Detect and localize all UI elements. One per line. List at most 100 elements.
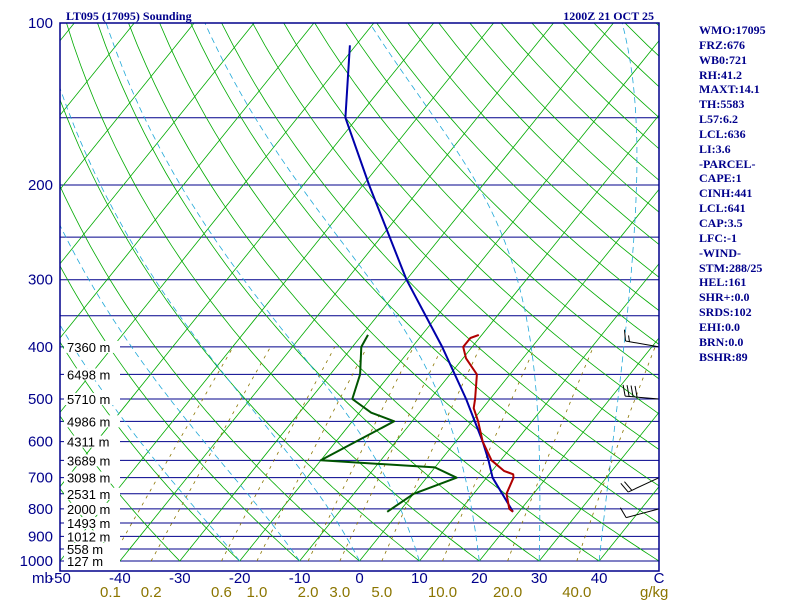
dry-adiabat [60,265,300,562]
dry-adiabat [283,23,659,415]
isotherm-line [478,337,659,562]
temperature-tick-label: 20 [471,570,488,587]
height-label: 1493 m [67,516,110,531]
dry-adiabat [60,415,181,562]
sounding-index: TH:5583 [699,97,745,112]
valid-time: 1200Z 21 OCT 25 [563,9,654,23]
wind-barb-staff [625,395,660,400]
pressure-tick-label: 900 [28,528,53,545]
wind-barb-feather [619,507,627,518]
height-label-background [64,517,120,530]
wind-barb-staff [625,340,660,348]
wind-barb-feather [620,483,629,493]
height-label-background [64,502,120,515]
mixing-ratio-unit: g/kg [640,584,668,600]
mixing-ratio-label: 1.0 [246,584,267,600]
sounding-index: EHI:0.0 [699,319,741,334]
wind-barb-feather [622,384,626,397]
height-label-background [64,487,120,500]
temperature-tick-label: -10 [289,570,311,587]
height-label: 4311 m [67,435,109,450]
height-label-background [64,471,120,484]
height-label: 2000 m [67,502,110,517]
pressure-tick-label: 500 [28,391,53,408]
pressure-tick-label: 200 [28,177,53,194]
height-label: 4986 m [67,414,110,429]
height-label: 3689 m [67,453,110,468]
parcel-trace [344,45,514,513]
height-label-background [64,393,120,406]
dry-adiabat [345,23,659,345]
plot-background [60,23,659,571]
sounding-index: HEL:161 [699,275,747,290]
wind-barb-feather [634,385,638,398]
sounding-index: SHR+:0.0 [699,290,750,305]
sounding-index: L57:6.2 [699,112,738,127]
pressure-tick-label: 300 [28,272,53,289]
sounding-index: SRDS:102 [699,305,752,320]
height-label: 1012 m [67,529,110,544]
pressure-tick-label: 600 [28,434,53,451]
height-label-background [64,543,120,556]
sounding-index: CAPE:1 [699,171,742,186]
sounding-index: STM:288/25 [699,260,763,275]
isotherm-line [179,23,614,562]
height-label: 127 m [67,554,103,569]
isotherm-line [538,411,659,562]
sounding-index: BRN:0.0 [699,334,744,349]
height-label: 558 m [67,542,103,557]
sounding-index: CINH:441 [699,186,753,201]
mixing-ratio-label: 40.0 [562,584,591,600]
dry-adiabat [60,185,360,562]
sounding-index: FRZ:676 [699,37,745,52]
dry-adiabat [66,23,480,562]
sounding-index: MAXT:14.1 [699,82,760,97]
moist-adiabat [60,224,300,562]
sounding-indices-panel: WMO:17095 FRZ:676 WB0:721 RH:41.2 MAXT:14.1 T… [699,23,766,364]
height-label-background [64,368,120,381]
isotherm-line [60,23,135,116]
pressure-tick-label: 700 [28,470,53,487]
sounding-index: LCL:636 [699,126,746,141]
height-label: 6498 m [67,367,110,382]
height-label-background [64,555,120,567]
sounding-index: WB0:721 [699,52,747,67]
isotherm-line [60,23,315,339]
wind-barb-feather [626,385,630,397]
dry-adiabat [190,23,659,524]
mixing-ratio-label: 10.0 [428,584,457,600]
dewpoint-trace [319,334,458,513]
isotherm-line [60,23,375,414]
height-label-background [64,454,120,467]
height-label: 7360 m [67,340,110,355]
sounding-index: RH:41.2 [699,67,742,82]
temperature-tick-label: 40 [591,570,608,587]
sounding-index: -WIND- [699,245,741,260]
mixing-ratio-line [110,346,234,562]
plot-frame [59,22,660,572]
wind-barb-half-feather [628,335,630,342]
mixing-ratio-label: 3.0 [329,584,350,600]
height-label-background [64,530,120,543]
mixing-ratio-line [576,346,656,562]
isotherm-line [0,23,14,561]
sounding-index: LFC:-1 [699,230,737,245]
pressure-tick-label: 100 [28,15,53,32]
dry-adiabat [159,23,659,562]
mixing-ratio-label: 0.1 [100,584,121,600]
isotherm-line [60,23,494,562]
temperature-tick-label: -20 [229,570,251,587]
dry-adiabat [221,23,659,487]
mixing-ratio-label: 20.0 [493,584,522,600]
sounding-index: BSHR:89 [699,349,748,364]
isotherm-line [359,188,659,562]
pressure-tick-label: 800 [28,501,53,518]
height-label-background [64,340,120,353]
mixing-ratio-label: 2.0 [298,584,319,600]
pressure-tick-label: 1000 [20,553,53,570]
dry-adiabat [128,23,600,562]
temperature-tick-label: C [654,570,665,587]
temperature-tick-label: -30 [169,570,191,587]
height-label: 5710 m [67,392,110,407]
